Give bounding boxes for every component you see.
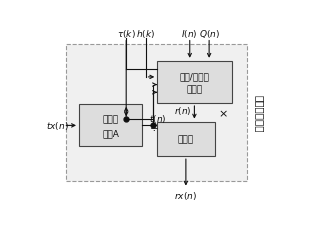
Text: $\times$: $\times$ <box>218 108 228 119</box>
Text: $t(n)$: $t(n)$ <box>150 112 167 124</box>
Text: 正模块: 正模块 <box>186 85 202 94</box>
Text: $Q(n)$: $Q(n)$ <box>199 28 220 40</box>
Text: $\tau(k)$: $\tau(k)$ <box>117 28 136 40</box>
Text: $\div$: $\div$ <box>150 122 159 132</box>
Text: 时器A: 时器A <box>102 128 119 137</box>
Text: 增益/延时校: 增益/延时校 <box>180 72 209 80</box>
Text: $rx(n)$: $rx(n)$ <box>174 189 197 201</box>
Text: $r(n)$: $r(n)$ <box>174 105 192 116</box>
Bar <box>66 45 247 181</box>
Text: 数字对消单元: 数字对消单元 <box>255 94 265 131</box>
Text: $I(n)$: $I(n)$ <box>181 28 198 40</box>
Bar <box>157 61 232 104</box>
Text: 除法器: 除法器 <box>178 134 194 143</box>
Bar <box>157 122 214 157</box>
Bar <box>79 104 142 146</box>
Text: 数字延: 数字延 <box>103 115 119 124</box>
Text: $h(k)$: $h(k)$ <box>136 28 155 40</box>
Text: $tx(n)$: $tx(n)$ <box>46 120 69 132</box>
